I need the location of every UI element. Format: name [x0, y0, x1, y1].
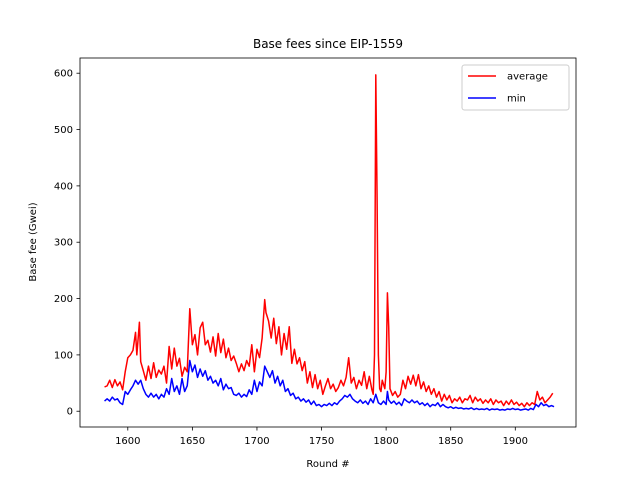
x-tick-label-1900: 1900	[503, 436, 528, 447]
x-tick-label-1750: 1750	[309, 436, 334, 447]
y-axis-label: Base fee (Gwei)	[28, 202, 39, 281]
x-tick-label-1650: 1650	[180, 436, 205, 447]
series-line-average	[104, 74, 554, 408]
y-tick-label-300: 300	[54, 238, 73, 249]
series-line-min	[104, 359, 555, 411]
y-tick-label-200: 200	[54, 294, 73, 305]
x-tick-label-1600: 1600	[115, 436, 140, 447]
x-tick-label-1800: 1800	[373, 436, 398, 447]
legend-label-average: average	[507, 72, 548, 83]
plot-area: 1600 1650 1700 1750 1800 1850 1900 0 100 200 300 40…	[54, 57, 577, 447]
x-tick-label-1850: 1850	[438, 436, 463, 447]
legend-label-min: min	[507, 94, 526, 105]
x-axis-label: Round #	[306, 459, 349, 470]
y-tick-label-400: 400	[54, 181, 73, 192]
x-tick-label-1700: 1700	[244, 436, 269, 447]
legend: average min	[461, 64, 570, 111]
y-tick-label-100: 100	[54, 350, 73, 361]
chart-title: Base fees since EIP-1559	[253, 37, 403, 51]
y-tick-label-600: 600	[54, 69, 73, 80]
y-tick-label-500: 500	[54, 125, 73, 136]
y-tick-label-0: 0	[67, 407, 73, 418]
